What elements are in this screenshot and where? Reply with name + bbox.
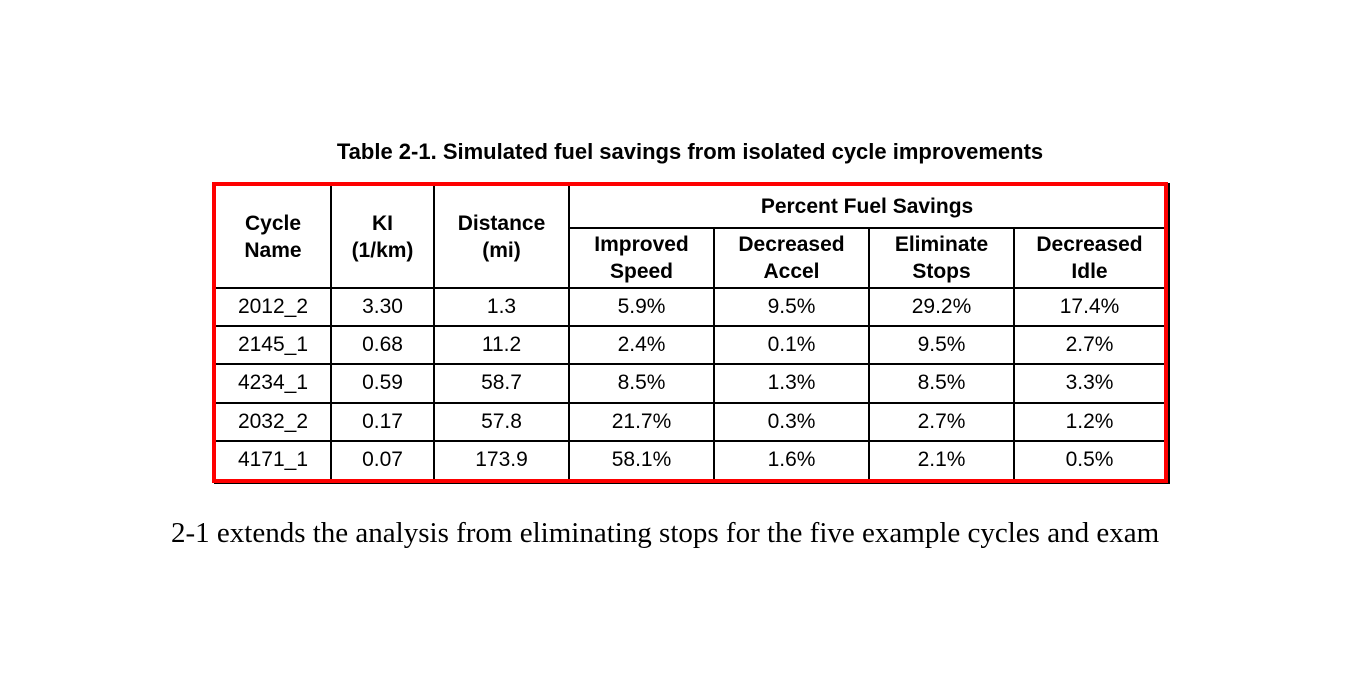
column-header-cycle-name: Cycle Name	[216, 186, 332, 289]
column-header-eliminate-stops: Eliminate Stops	[868, 227, 1015, 289]
table-row: 4171_1 0.07 173.9 58.1% 1.6% 2.1% 0.5%	[216, 439, 1165, 479]
table-annotation-frame: Cycle Name KI (1/km) Distance (mi) Perce…	[212, 182, 1168, 483]
decreased-accel-cell: 0.3%	[713, 401, 870, 442]
header-row-group: Cycle Name KI (1/km) Distance (mi) Perce…	[216, 186, 1165, 289]
cycle-name-cell: 4234_1	[216, 363, 332, 404]
improved-speed-cell: 8.5%	[568, 363, 715, 404]
ki-cell: 0.59	[330, 363, 435, 404]
decreased-accel-cell: 1.6%	[713, 439, 870, 479]
decreased-idle-cell: 2.7%	[1012, 325, 1165, 366]
cycle-name-cell: 4171_1	[216, 439, 332, 479]
decreased-idle-cell: 3.3%	[1012, 363, 1165, 404]
eliminate-stops-cell: 2.7%	[868, 401, 1015, 442]
improved-speed-cell: 58.1%	[568, 439, 715, 479]
column-header-improved-speed: Improved Speed	[569, 227, 715, 289]
table-row: 2012_2 3.30 1.3 5.9% 9.5% 29.2% 17.4%	[216, 286, 1165, 328]
decreased-accel-cell: 9.5%	[713, 286, 870, 328]
eliminate-stops-cell: 2.1%	[868, 439, 1015, 479]
improved-speed-cell: 5.9%	[568, 286, 715, 328]
ki-cell: 0.68	[330, 325, 435, 366]
cycle-name-cell: 2145_1	[216, 325, 332, 366]
table-row: 2032_2 0.17 57.8 21.7% 0.3% 2.7% 1.2%	[216, 401, 1165, 442]
decreased-accel-cell: 0.1%	[713, 325, 870, 366]
cycle-name-cell: 2012_2	[216, 286, 332, 328]
eliminate-stops-cell: 8.5%	[868, 363, 1015, 404]
distance-cell: 57.8	[433, 401, 570, 442]
fuel-savings-table: Cycle Name KI (1/km) Distance (mi) Perce…	[216, 186, 1165, 479]
decreased-idle-cell: 17.4%	[1012, 286, 1165, 328]
ki-cell: 0.17	[330, 401, 435, 442]
eliminate-stops-cell: 29.2%	[868, 286, 1015, 328]
ki-cell: 0.07	[330, 439, 435, 479]
improved-speed-cell: 21.7%	[568, 401, 715, 442]
column-header-distance: Distance (mi)	[433, 186, 570, 289]
distance-cell: 58.7	[433, 363, 570, 404]
improved-speed-cell: 2.4%	[568, 325, 715, 366]
table-row: 2145_1 0.68 11.2 2.4% 0.1% 9.5% 2.7%	[216, 325, 1165, 366]
table-row: 4234_1 0.59 58.7 8.5% 1.3% 8.5% 3.3%	[216, 363, 1165, 404]
column-header-ki: KI (1/km)	[330, 186, 435, 289]
table-caption: Table 2-1. Simulated fuel savings from i…	[336, 139, 1044, 164]
column-header-decreased-accel: Decreased Accel	[713, 227, 870, 289]
ki-cell: 3.30	[330, 286, 435, 328]
cycle-name-cell: 2032_2	[216, 401, 332, 442]
decreased-accel-cell: 1.3%	[713, 363, 870, 404]
decreased-idle-cell: 1.2%	[1012, 401, 1165, 442]
distance-cell: 1.3	[433, 286, 570, 328]
header-row-sub: Improved Speed Decreased Accel Eliminate…	[216, 227, 1165, 289]
distance-cell: 173.9	[433, 439, 570, 479]
decreased-idle-cell: 0.5%	[1012, 439, 1165, 479]
body-text: 2-1 extends the analysis from eliminatin…	[171, 517, 1160, 549]
distance-cell: 11.2	[433, 325, 570, 366]
column-header-decreased-idle: Decreased Idle	[1012, 227, 1165, 289]
eliminate-stops-cell: 9.5%	[868, 325, 1015, 366]
group-header-percent-fuel-savings: Percent Fuel Savings	[567, 186, 1165, 229]
